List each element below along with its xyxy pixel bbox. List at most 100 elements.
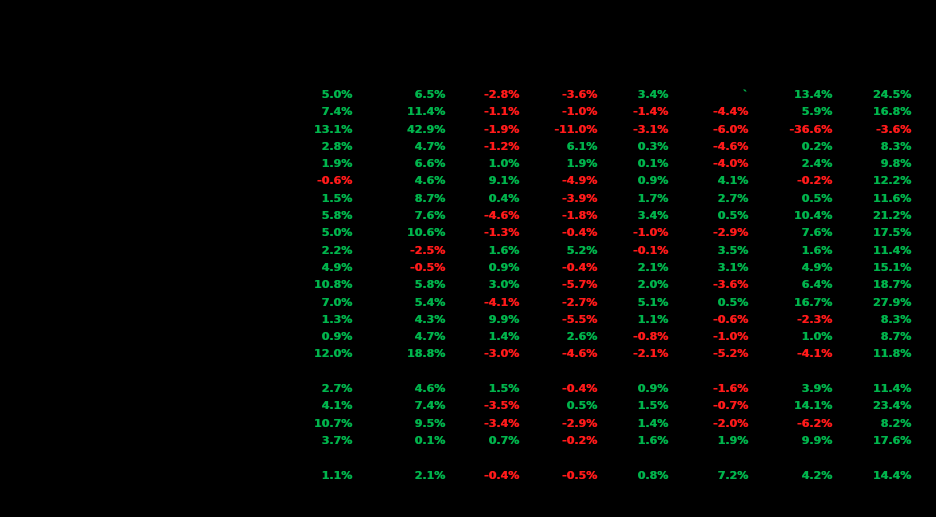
table-cell: 8.2% xyxy=(880,416,911,430)
table-cell: 1.9% xyxy=(717,433,748,447)
table-cell: 1.4% xyxy=(488,330,519,344)
table-cell: 0.4% xyxy=(488,191,519,205)
table-cell: 18.7% xyxy=(872,278,911,292)
table-cell: 11.4% xyxy=(872,243,911,257)
table-cell: 18.8% xyxy=(406,347,445,361)
table-cell: -4.9% xyxy=(561,174,597,188)
table-cell: 5.0% xyxy=(321,88,352,101)
table-cell: 2.7% xyxy=(321,382,352,396)
table-cell: -5.5% xyxy=(561,312,597,326)
table-cell: -0.6% xyxy=(712,312,748,326)
table-cell: -0.4% xyxy=(483,468,519,482)
table-cell: 11.4% xyxy=(406,105,445,119)
table-cell: 15.1% xyxy=(872,260,911,274)
table-cell: 4.7% xyxy=(414,139,445,153)
table-cell: -1.3% xyxy=(483,226,519,240)
table-cell: 4.6% xyxy=(414,174,445,188)
table-cell: 3.9% xyxy=(801,382,832,396)
table-cell: -2.9% xyxy=(561,416,597,430)
table-cell: -1.4% xyxy=(632,105,668,119)
table-cell: -5.2% xyxy=(712,347,748,361)
table-cell: 1.0% xyxy=(801,330,832,344)
table-row: 5.8% 7.6% -4.6% -1.8% 3.4% 0.5% 10.4% 21.2% xyxy=(300,207,911,224)
table-cell: 11.8% xyxy=(872,347,911,361)
table-cell: -1.8% xyxy=(561,209,597,223)
table-cell: -1.1% xyxy=(483,105,519,119)
table-cell: 1.6% xyxy=(801,243,832,257)
table-cell: 7.6% xyxy=(414,209,445,223)
table-cell: 4.9% xyxy=(801,260,832,274)
table-cell: 2.7% xyxy=(717,191,748,205)
table-cell: 7.4% xyxy=(321,105,352,119)
table-cell: 0.5% xyxy=(801,191,832,205)
table-cell: 0.9% xyxy=(321,330,352,344)
table-cell: 6.5% xyxy=(414,88,445,101)
table-cell: -1.2% xyxy=(483,139,519,153)
table-cell: 6.1% xyxy=(566,139,597,153)
table-cell: 4.1% xyxy=(321,399,352,413)
table-cell: 13.4% xyxy=(793,88,832,101)
table-row: 10.8% 5.8% 3.0% -5.7% 2.0% -3.6% 6.4% 18.7% xyxy=(300,276,911,293)
table-cell: 17.6% xyxy=(872,433,911,447)
table-cell: 4.3% xyxy=(414,312,445,326)
table-cell: -5.7% xyxy=(561,278,597,292)
table-cell: -36.6% xyxy=(789,122,832,136)
table-row: 1.1% 2.1% -0.4% -0.5% 0.8% 7.2% 4.2% 14.4% xyxy=(300,467,911,484)
table-cell: 0.7% xyxy=(488,433,519,447)
table-cell: 9.1% xyxy=(488,174,519,188)
table-cell: 2.1% xyxy=(414,468,445,482)
table-cell: 0.5% xyxy=(566,399,597,413)
table-cell: 3.5% xyxy=(717,243,748,257)
table-cell: 1.7% xyxy=(637,191,668,205)
table-cell: -3.1% xyxy=(632,122,668,136)
table-cell: -2.7% xyxy=(561,295,597,309)
table-cell: -2.1% xyxy=(632,347,668,361)
table-cell: 5.8% xyxy=(321,209,352,223)
table-cell: 9.9% xyxy=(801,433,832,447)
table-cell: -4.6% xyxy=(561,347,597,361)
spacer-row xyxy=(300,449,911,466)
table-cell: -4.1% xyxy=(483,295,519,309)
table-cell: 21.2% xyxy=(872,209,911,223)
table-cell: 10.8% xyxy=(313,278,352,292)
table-cell: 9.9% xyxy=(488,312,519,326)
table-cell: -3.6% xyxy=(561,88,597,101)
table-cell: 11.4% xyxy=(872,382,911,396)
table-cell: 1.1% xyxy=(637,312,668,326)
table-cell: -1.0% xyxy=(561,105,597,119)
table-cell: 5.9% xyxy=(801,105,832,119)
table-row: 0.9% 4.7% 1.4% 2.6% -0.8% -1.0% 1.0% 8.7% xyxy=(300,328,911,345)
table-cell: -0.4% xyxy=(561,226,597,240)
table-cell: -0.5% xyxy=(561,468,597,482)
table-cell: -0.2% xyxy=(561,433,597,447)
table-cell: 5.2% xyxy=(566,243,597,257)
table-cell: 10.6% xyxy=(406,226,445,240)
table-cell: 13.1% xyxy=(313,122,352,136)
table-cell: 1.5% xyxy=(321,191,352,205)
table-cell: 0.9% xyxy=(637,382,668,396)
table-cell: 4.2% xyxy=(801,468,832,482)
table-cell: 2.4% xyxy=(801,157,832,171)
table-row: 10.7% 9.5% -3.4% -2.9% 1.4% -2.0% -6.2% 8.2% xyxy=(300,415,911,432)
table-cell: 4.1% xyxy=(717,174,748,188)
table-cell: 10.4% xyxy=(793,209,832,223)
table-cell: 1.5% xyxy=(488,382,519,396)
table-cell: 42.9% xyxy=(406,122,445,136)
table-cell: -1.0% xyxy=(632,226,668,240)
table-cell: -6.0% xyxy=(712,122,748,136)
table-row: 2.8% 4.7% -1.2% 6.1% 0.3% -4.6% 0.2% 8.3% xyxy=(300,138,911,155)
table-cell: 8.7% xyxy=(880,330,911,344)
table-cell: 14.1% xyxy=(793,399,832,413)
table-cell: -0.8% xyxy=(632,330,668,344)
table-cell: 2.1% xyxy=(637,260,668,274)
table-row: 2.2% -2.5% 1.6% 5.2% -0.1% 3.5% 1.6% 11.4% xyxy=(300,242,911,259)
table-cell: 0.2% xyxy=(801,139,832,153)
table-cell: 24.5% xyxy=(872,88,911,101)
table-cell: 1.4% xyxy=(637,416,668,430)
table-cell: 2.6% xyxy=(566,330,597,344)
table-cell: 1.6% xyxy=(488,243,519,257)
table-cell: -0.4% xyxy=(561,260,597,274)
table-cell: 0.1% xyxy=(414,433,445,447)
table-cell: -1.0% xyxy=(712,330,748,344)
